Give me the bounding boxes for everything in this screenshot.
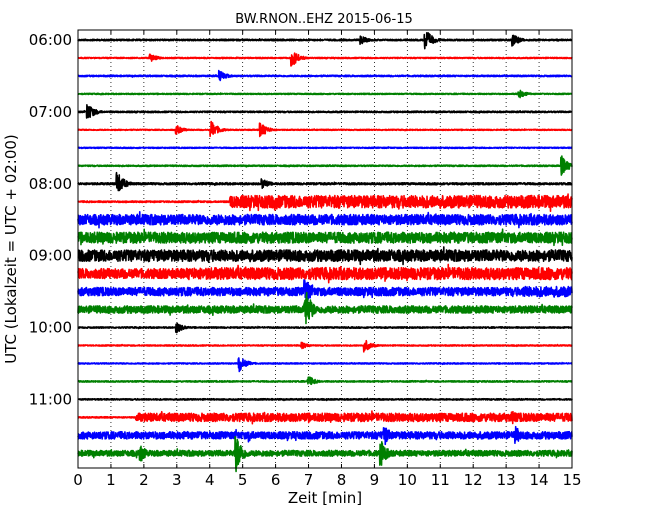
trace-0900 <box>77 246 573 266</box>
x-axis-label: Zeit [min] <box>288 489 362 507</box>
trace-0645 <box>77 89 573 99</box>
traces-group <box>77 32 573 473</box>
plot-frame <box>77 29 573 469</box>
x-tick-label: 11 <box>431 471 450 489</box>
trace-1030 <box>77 357 573 373</box>
trace-0730 <box>77 146 573 150</box>
x-tick-label: 9 <box>370 471 380 489</box>
trace-0600 <box>77 32 573 50</box>
x-tick-label: 12 <box>464 471 483 489</box>
trace-0845 <box>77 228 573 247</box>
chart-title: BW.RNON..EHZ 2015-06-15 <box>235 12 413 27</box>
x-tick-label: 14 <box>530 471 549 489</box>
x-tick-label: 1 <box>106 471 116 489</box>
x-tick-label: 8 <box>337 471 347 489</box>
trace-0945 <box>77 291 573 325</box>
x-tick-label: 6 <box>271 471 281 489</box>
y-tick-label: 06:00 <box>29 31 72 49</box>
trace-0815 <box>77 193 573 212</box>
trace-1045 <box>77 376 573 386</box>
y-tick-label: 11:00 <box>29 390 72 408</box>
x-tick-label: 13 <box>497 471 516 489</box>
y-tick-label: 08:00 <box>29 175 72 193</box>
trace-0830 <box>77 211 573 229</box>
trace-0715 <box>77 120 573 138</box>
trace-1015 <box>77 339 573 353</box>
x-tick-label: 5 <box>238 471 248 489</box>
trace-0930 <box>77 279 573 304</box>
trace-0700 <box>77 104 573 119</box>
y-tick-label: 07:00 <box>29 103 72 121</box>
trace-1000 <box>77 322 573 334</box>
y-tick-label: 10:00 <box>29 319 72 337</box>
grid-lines <box>110 30 540 468</box>
x-tick-label: 2 <box>139 471 149 489</box>
trace-1100 <box>77 397 573 402</box>
y-axis-label: UTC (Lokalzeit = UTC + 02:00) <box>2 134 20 364</box>
x-tick-label: 0 <box>73 471 83 489</box>
x-tick-label: 7 <box>304 471 314 489</box>
trace-0615 <box>77 52 573 67</box>
trace-1115 <box>77 410 573 425</box>
x-axis: 0 1 2 3 4 5 6 7 8 9 10 11 12 13 14 15 <box>73 30 582 489</box>
trace-0915 <box>77 263 573 284</box>
trace-0745 <box>77 155 573 176</box>
x-tick-label: 3 <box>172 471 182 489</box>
x-tick-label: 10 <box>398 471 417 489</box>
y-tick-label: 09:00 <box>29 247 72 265</box>
y-axis: 06:00 07:00 08:00 09:00 10:00 11:00 <box>29 31 572 408</box>
trace-0630 <box>77 69 573 82</box>
trace-1130 <box>77 425 573 446</box>
x-tick-label: 15 <box>562 471 581 489</box>
trace-1145 <box>77 436 573 473</box>
trace-0800 <box>77 171 573 192</box>
x-tick-label: 4 <box>205 471 215 489</box>
